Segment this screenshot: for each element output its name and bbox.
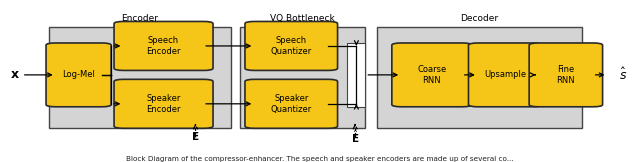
Text: Speech
Encoder: Speech Encoder [147, 36, 180, 56]
Text: Speech
Quantizer: Speech Quantizer [271, 36, 312, 56]
Text: Encoder: Encoder [121, 14, 158, 23]
Text: $\mathbf{E}$: $\mathbf{E}$ [191, 130, 200, 142]
FancyBboxPatch shape [46, 43, 111, 107]
FancyBboxPatch shape [240, 27, 365, 128]
FancyBboxPatch shape [468, 43, 542, 107]
Text: Speaker
Quantizer: Speaker Quantizer [271, 94, 312, 114]
FancyBboxPatch shape [378, 27, 582, 128]
FancyBboxPatch shape [529, 43, 603, 107]
Text: Coarse
RNN: Coarse RNN [417, 65, 446, 85]
Text: Upsample: Upsample [484, 70, 526, 79]
Text: $\hat{\mathbf{E}}$: $\hat{\mathbf{E}}$ [351, 128, 359, 145]
FancyBboxPatch shape [245, 22, 337, 70]
FancyBboxPatch shape [245, 79, 337, 128]
FancyBboxPatch shape [49, 27, 230, 128]
FancyBboxPatch shape [392, 43, 472, 107]
Text: Log-Mel: Log-Mel [62, 70, 95, 79]
Text: Decoder: Decoder [461, 14, 499, 23]
FancyBboxPatch shape [348, 43, 365, 107]
Text: Block Diagram of the compressor-enhancer. The speech and speaker encoders are ma: Block Diagram of the compressor-enhancer… [126, 156, 514, 162]
Text: Fine
RNN: Fine RNN [557, 65, 575, 85]
Text: VQ Bottleneck: VQ Bottleneck [270, 14, 335, 23]
FancyBboxPatch shape [114, 22, 213, 70]
Text: $\mathbf{x}$: $\mathbf{x}$ [10, 68, 20, 81]
Text: Speaker
Encoder: Speaker Encoder [147, 94, 180, 114]
Text: $\hat{s}$: $\hat{s}$ [620, 67, 627, 83]
FancyBboxPatch shape [114, 79, 213, 128]
